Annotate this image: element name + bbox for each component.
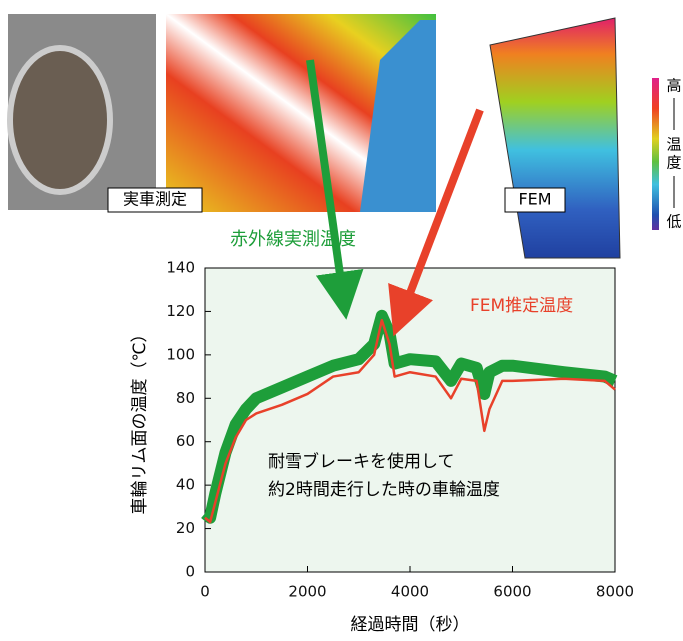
annotation: 約2時間走行した時の車輪温度 [268, 480, 500, 500]
y-tick-label: 0 [185, 563, 195, 581]
scale-label: 温 [666, 136, 681, 154]
x-tick-label: 2000 [288, 583, 326, 601]
y-tick-label: 20 [176, 519, 195, 537]
scale-label: 度 [666, 154, 681, 172]
arrow [388, 108, 484, 337]
fem-image [489, 17, 621, 259]
y-axis-label: 車輪リム面の温度（℃） [130, 325, 150, 514]
x-tick-label: 8000 [596, 583, 634, 601]
thermal-cold [360, 20, 436, 212]
photos: 実車測定 FEM 高 温 度 低 [7, 14, 682, 259]
y-tick-label: 40 [176, 476, 195, 494]
x-tick-label: 6000 [493, 583, 531, 601]
scale-label: 低 [666, 213, 681, 231]
x-axis-label: 経過時間（秒） [351, 615, 470, 635]
y-tick-label: 60 [176, 432, 195, 450]
photo-label: FEM [518, 190, 551, 209]
y-tick-label: 100 [166, 345, 195, 363]
wheel-shape [7, 45, 113, 195]
series-label: 赤外線実測温度 [230, 229, 356, 250]
x-tick-label: 4000 [391, 583, 429, 601]
y-tick-label: 80 [176, 389, 195, 407]
arrow [306, 59, 364, 320]
annotation: 耐雪ブレーキを使用して [268, 451, 455, 472]
scale-label: 高 [666, 77, 681, 95]
label-box [107, 187, 203, 213]
series-label: FEM推定温度 [470, 296, 573, 316]
photo-label: 実車測定 [123, 190, 187, 209]
x-tick-label: 0 [200, 583, 210, 601]
series-line [204, 318, 616, 524]
y-tick-label: 120 [166, 302, 195, 320]
label-box [504, 187, 566, 213]
y-tick-label: 140 [166, 259, 195, 277]
color-scale [652, 78, 659, 230]
